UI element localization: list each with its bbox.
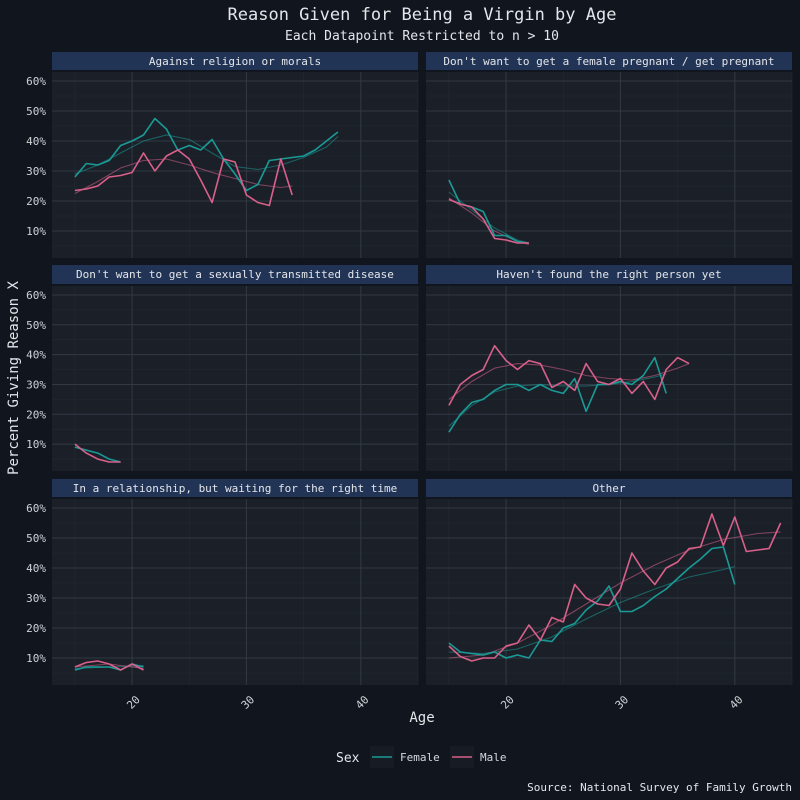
series-line-male: [74, 660, 144, 671]
trend-line-female: [448, 191, 530, 244]
y-tick-label: 20%: [26, 408, 46, 421]
trend-line-male: [74, 158, 293, 194]
panel-background: [52, 72, 418, 258]
facet-panel: Don't want to get a sexually transmitted…: [26, 265, 419, 471]
legend-title: Sex: [336, 751, 360, 766]
x-tick-label: 30: [239, 693, 258, 712]
y-axis-label: Percent Giving Reason X: [6, 281, 22, 475]
facet-strip: [426, 52, 792, 70]
facet-strip-label: Against religion or morals: [149, 55, 321, 68]
legend: Sex Female Male: [336, 746, 507, 768]
y-tick-label: 30%: [26, 165, 46, 178]
facet-strip-label: Haven't found the right person yet: [496, 268, 721, 281]
trend-line-male: [448, 363, 690, 400]
facet-strip: [426, 265, 792, 284]
y-tick-label: 20%: [26, 195, 46, 208]
y-tick-label: 10%: [26, 652, 46, 665]
x-tick-label: 40: [727, 693, 746, 712]
facet-strip: [52, 479, 418, 497]
facet-strip-label: Don't want to get a female pregnant / ge…: [443, 55, 774, 68]
y-tick-label: 50%: [26, 319, 46, 332]
series-line-male: [448, 513, 782, 662]
facet-strip: [52, 265, 418, 284]
x-tick-label: 20: [124, 693, 143, 712]
x-tick-label: 40: [353, 693, 372, 712]
facet-panel: Haven't found the right person yet: [426, 265, 793, 471]
series-line-male: [74, 149, 293, 207]
facet-strip: [52, 52, 418, 70]
y-tick-label: 50%: [26, 532, 46, 545]
panel-background: [52, 499, 418, 685]
series-line-male: [448, 344, 690, 406]
facet-panel: Against religion or morals 10% 20% 30% 40% 50…: [26, 52, 419, 258]
chart-subtitle: Each Datapoint Restricted to n > 10: [285, 29, 559, 44]
x-tick-label: 20: [498, 693, 517, 712]
panel-background: [426, 499, 792, 685]
series-line-male: [448, 198, 529, 244]
y-tick-label: 40%: [26, 562, 46, 575]
x-axis-label: Age: [409, 710, 434, 726]
panel-background: [426, 72, 792, 258]
chart-title: Reason Given for Being a Virgin by Age: [228, 5, 617, 25]
y-tick-label: 60%: [26, 75, 46, 88]
y-tick-label: 10%: [26, 438, 46, 451]
trend-line-female: [74, 134, 339, 175]
y-tick-label: 30%: [26, 592, 46, 605]
facet-panel: In a relationship, but waiting for the r…: [26, 479, 419, 712]
facet-strip-label: In a relationship, but waiting for the r…: [73, 482, 398, 495]
series-line-male: [74, 443, 121, 463]
facet-strip: [426, 479, 792, 497]
y-tick-label: 10%: [26, 225, 46, 238]
panel-background: [52, 286, 418, 471]
y-tick-label: 40%: [26, 135, 46, 148]
facet-panel: Don't want to get a female pregnant / ge…: [426, 52, 793, 258]
panels-layer: Against religion or morals 10% 20% 30% 40% 50…: [26, 52, 793, 712]
source-caption: Source: National Survey of Family Growth: [527, 781, 792, 794]
series-line-female: [448, 356, 667, 433]
legend-label-male: Male: [480, 751, 507, 764]
facet-strip-label: Other: [592, 482, 625, 495]
y-tick-label: 30%: [26, 378, 46, 391]
x-tick-label: 30: [613, 693, 632, 712]
series-line-female: [448, 546, 736, 659]
y-tick-label: 60%: [26, 289, 46, 302]
y-tick-label: 50%: [26, 105, 46, 118]
facet-strip-label: Don't want to get a sexually transmitted…: [76, 268, 394, 281]
series-line-female: [74, 117, 339, 192]
y-tick-label: 20%: [26, 622, 46, 635]
facet-panel: Other 20 30 40: [426, 479, 793, 712]
y-tick-label: 60%: [26, 502, 46, 515]
y-tick-label: 40%: [26, 349, 46, 362]
legend-label-female: Female: [400, 751, 440, 764]
